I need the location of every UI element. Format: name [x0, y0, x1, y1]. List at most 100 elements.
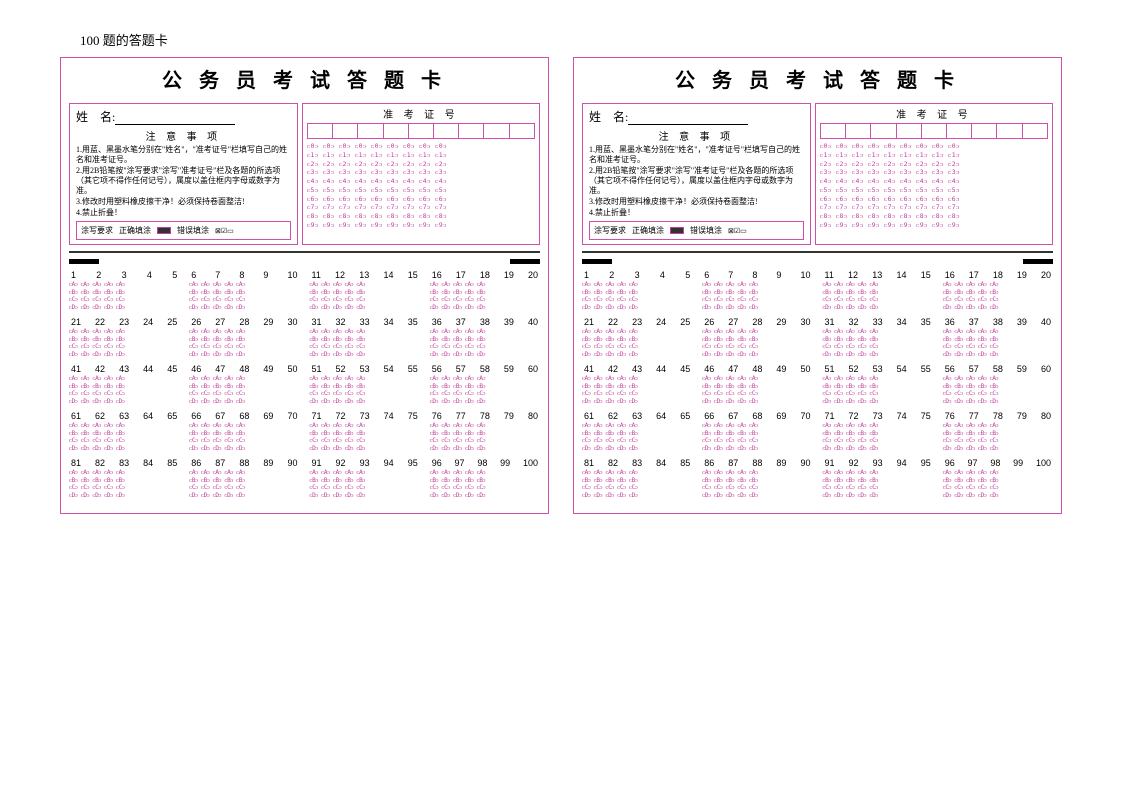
answer-block: 4142434445ᴄAᴐ ᴄAᴐ ᴄAᴐ ᴄAᴐ ᴄAᴐᴄBᴐ ᴄBᴐ ᴄBᴐ… [69, 364, 179, 405]
question-number: 90 [800, 458, 810, 468]
question-number: 50 [287, 364, 297, 374]
card-title: 公 务 员 考 试 答 题 卡 [574, 58, 1061, 103]
question-numbers: 4647484950 [189, 364, 299, 374]
question-number: 89 [263, 458, 273, 468]
answer-block: 7677787980ᴄAᴐ ᴄAᴐ ᴄAᴐ ᴄAᴐ ᴄAᴐᴄBᴐ ᴄBᴐ ᴄBᴐ… [943, 411, 1053, 452]
question-number: 49 [776, 364, 786, 374]
question-number: 96 [945, 458, 955, 468]
bubble-row: ᴄBᴐ ᴄBᴐ ᴄBᴐ ᴄBᴐ ᴄBᴐ [943, 289, 1053, 297]
bubble-row: ᴄAᴐ ᴄAᴐ ᴄAᴐ ᴄAᴐ ᴄAᴐ [430, 328, 540, 336]
question-number: 65 [167, 411, 177, 421]
question-number: 19 [1017, 270, 1027, 280]
name-underline [115, 114, 235, 125]
digit-row: ᴄ3ᴐ ᴄ3ᴐ ᴄ3ᴐ ᴄ3ᴐ ᴄ3ᴐ ᴄ3ᴐ ᴄ3ᴐ ᴄ3ᴐ ᴄ3ᴐ [820, 168, 1048, 177]
exam-id-digit-box [384, 124, 409, 138]
question-number: 62 [608, 411, 618, 421]
bubble-row: ᴄDᴐ ᴄDᴐ ᴄDᴐ ᴄDᴐ ᴄDᴐ [430, 304, 540, 312]
bubble-row: ᴄAᴐ ᴄAᴐ ᴄAᴐ ᴄAᴐ ᴄAᴐ [943, 281, 1053, 289]
question-numbers: 5152535455 [310, 364, 420, 374]
question-number: 69 [776, 411, 786, 421]
question-number: 86 [704, 458, 714, 468]
bubble-row: ᴄAᴐ ᴄAᴐ ᴄAᴐ ᴄAᴐ ᴄAᴐ [430, 375, 540, 383]
question-number: 73 [360, 411, 370, 421]
bubble-row: ᴄCᴐ ᴄCᴐ ᴄCᴐ ᴄCᴐ ᴄCᴐ [582, 390, 692, 398]
question-number: 32 [336, 317, 346, 327]
question-number: 94 [897, 458, 907, 468]
notice-item: 1.用蓝、黑墨水笔分别在"姓名"，"准考证号"栏填写自己的姓名和准考证号。 [76, 145, 291, 165]
bubble-row: ᴄBᴐ ᴄBᴐ ᴄBᴐ ᴄBᴐ ᴄBᴐ [430, 289, 540, 297]
answer-block: 1617181920ᴄAᴐ ᴄAᴐ ᴄAᴐ ᴄAᴐ ᴄAᴐᴄBᴐ ᴄBᴐ ᴄBᴐ… [430, 270, 540, 311]
answer-block: 8182838485ᴄAᴐ ᴄAᴐ ᴄAᴐ ᴄAᴐ ᴄAᴐᴄBᴐ ᴄBᴐ ᴄBᴐ… [69, 458, 179, 499]
exam-id-digit-box [308, 124, 333, 138]
question-number: 6 [191, 270, 196, 280]
notice-list: 1.用蓝、黑墨水笔分别在"姓名"，"准考证号"栏填写自己的姓名和准考证号。2.用… [589, 145, 804, 218]
bubble-row: ᴄCᴐ ᴄCᴐ ᴄCᴐ ᴄCᴐ ᴄCᴐ [702, 484, 812, 492]
bubble-row: ᴄCᴐ ᴄCᴐ ᴄCᴐ ᴄCᴐ ᴄCᴐ [823, 390, 933, 398]
name-field: 姓 名: [589, 108, 804, 125]
bubble-row: ᴄCᴐ ᴄCᴐ ᴄCᴐ ᴄCᴐ ᴄCᴐ [189, 390, 299, 398]
bubble-row: ᴄAᴐ ᴄAᴐ ᴄAᴐ ᴄAᴐ ᴄAᴐ [702, 422, 812, 430]
question-number: 63 [119, 411, 129, 421]
question-number: 33 [360, 317, 370, 327]
question-number: 23 [632, 317, 642, 327]
answer-section: 6162636465ᴄAᴐ ᴄAᴐ ᴄAᴐ ᴄAᴐ ᴄAᴐᴄBᴐ ᴄBᴐ ᴄBᴐ… [582, 411, 1053, 452]
question-number: 64 [656, 411, 666, 421]
bubble-row: ᴄAᴐ ᴄAᴐ ᴄAᴐ ᴄAᴐ ᴄAᴐ [189, 328, 299, 336]
bubble-row: ᴄDᴐ ᴄDᴐ ᴄDᴐ ᴄDᴐ ᴄDᴐ [189, 304, 299, 312]
question-number: 86 [191, 458, 201, 468]
bubble-row: ᴄAᴐ ᴄAᴐ ᴄAᴐ ᴄAᴐ ᴄAᴐ [702, 469, 812, 477]
bubble-row: ᴄDᴐ ᴄDᴐ ᴄDᴐ ᴄDᴐ ᴄDᴐ [582, 445, 692, 453]
question-numbers: 1617181920 [943, 270, 1053, 280]
question-numbers: 3132333435 [823, 317, 933, 327]
question-number: 65 [680, 411, 690, 421]
exam-id-entry-boxes [307, 123, 535, 139]
question-number: 43 [119, 364, 129, 374]
question-number: 60 [528, 364, 538, 374]
digit-row: ᴄ7ᴐ ᴄ7ᴐ ᴄ7ᴐ ᴄ7ᴐ ᴄ7ᴐ ᴄ7ᴐ ᴄ7ᴐ ᴄ7ᴐ ᴄ7ᴐ [307, 203, 535, 212]
question-number: 25 [167, 317, 177, 327]
bubble-row: ᴄAᴐ ᴄAᴐ ᴄAᴐ ᴄAᴐ ᴄAᴐ [430, 281, 540, 289]
bubble-row: ᴄDᴐ ᴄDᴐ ᴄDᴐ ᴄDᴐ ᴄDᴐ [702, 351, 812, 359]
correct-mark-icon [157, 227, 171, 234]
bubble-row: ᴄBᴐ ᴄBᴐ ᴄBᴐ ᴄBᴐ ᴄBᴐ [582, 477, 692, 485]
question-number: 43 [632, 364, 642, 374]
question-number: 3 [635, 270, 640, 280]
question-number: 99 [500, 458, 510, 468]
question-number: 4 [660, 270, 665, 280]
notice-title: 注 意 事 项 [76, 128, 291, 143]
answer-area: 12345ᴄAᴐ ᴄAᴐ ᴄAᴐ ᴄAᴐ ᴄAᴐᴄBᴐ ᴄBᴐ ᴄBᴐ ᴄBᴐ … [574, 268, 1061, 513]
bubble-row: ᴄDᴐ ᴄDᴐ ᴄDᴐ ᴄDᴐ ᴄDᴐ [189, 351, 299, 359]
bubble-row: ᴄCᴐ ᴄCᴐ ᴄCᴐ ᴄCᴐ ᴄCᴐ [310, 390, 420, 398]
question-number: 36 [945, 317, 955, 327]
question-number: 61 [71, 411, 81, 421]
exam-id-digit-box [897, 124, 922, 138]
bubble-row: ᴄAᴐ ᴄAᴐ ᴄAᴐ ᴄAᴐ ᴄAᴐ [582, 422, 692, 430]
exam-id-digit-box [333, 124, 358, 138]
question-number: 59 [504, 364, 514, 374]
question-number: 60 [1041, 364, 1051, 374]
question-numbers: 678910 [702, 270, 812, 280]
bubble-row: ᴄBᴐ ᴄBᴐ ᴄBᴐ ᴄBᴐ ᴄBᴐ [943, 477, 1053, 485]
bubble-row: ᴄDᴐ ᴄDᴐ ᴄDᴐ ᴄDᴐ ᴄDᴐ [189, 445, 299, 453]
bubble-row: ᴄAᴐ ᴄAᴐ ᴄAᴐ ᴄAᴐ ᴄAᴐ [189, 469, 299, 477]
question-number: 77 [969, 411, 979, 421]
bubble-row: ᴄBᴐ ᴄBᴐ ᴄBᴐ ᴄBᴐ ᴄBᴐ [69, 289, 179, 297]
answer-block: 3637383940ᴄAᴐ ᴄAᴐ ᴄAᴐ ᴄAᴐ ᴄAᴐᴄBᴐ ᴄBᴐ ᴄBᴐ… [943, 317, 1053, 358]
question-number: 42 [95, 364, 105, 374]
bubble-row: ᴄDᴐ ᴄDᴐ ᴄDᴐ ᴄDᴐ ᴄDᴐ [823, 445, 933, 453]
question-numbers: 6162636465 [69, 411, 179, 421]
answer-block: 8687888990ᴄAᴐ ᴄAᴐ ᴄAᴐ ᴄAᴐ ᴄAᴐᴄBᴐ ᴄBᴐ ᴄBᴐ… [702, 458, 812, 499]
question-number: 47 [215, 364, 225, 374]
question-number: 96 [432, 458, 442, 468]
answer-area: 12345ᴄAᴐ ᴄAᴐ ᴄAᴐ ᴄAᴐ ᴄAᴐᴄBᴐ ᴄBᴐ ᴄBᴐ ᴄBᴐ … [61, 268, 548, 513]
bubble-row: ᴄCᴐ ᴄCᴐ ᴄCᴐ ᴄCᴐ ᴄCᴐ [310, 296, 420, 304]
question-number: 41 [71, 364, 81, 374]
bubble-row: ᴄDᴐ ᴄDᴐ ᴄDᴐ ᴄDᴐ ᴄDᴐ [943, 445, 1053, 453]
question-number: 66 [191, 411, 201, 421]
top-row: 姓 名:注 意 事 项1.用蓝、黑墨水笔分别在"姓名"，"准考证号"栏填写自己的… [69, 103, 540, 253]
question-number: 88 [239, 458, 249, 468]
answer-block: 678910ᴄAᴐ ᴄAᴐ ᴄAᴐ ᴄAᴐ ᴄAᴐᴄBᴐ ᴄBᴐ ᴄBᴐ ᴄBᴐ… [702, 270, 812, 311]
timing-marks [69, 259, 540, 265]
question-number: 29 [263, 317, 273, 327]
question-numbers: 6162636465 [582, 411, 692, 421]
